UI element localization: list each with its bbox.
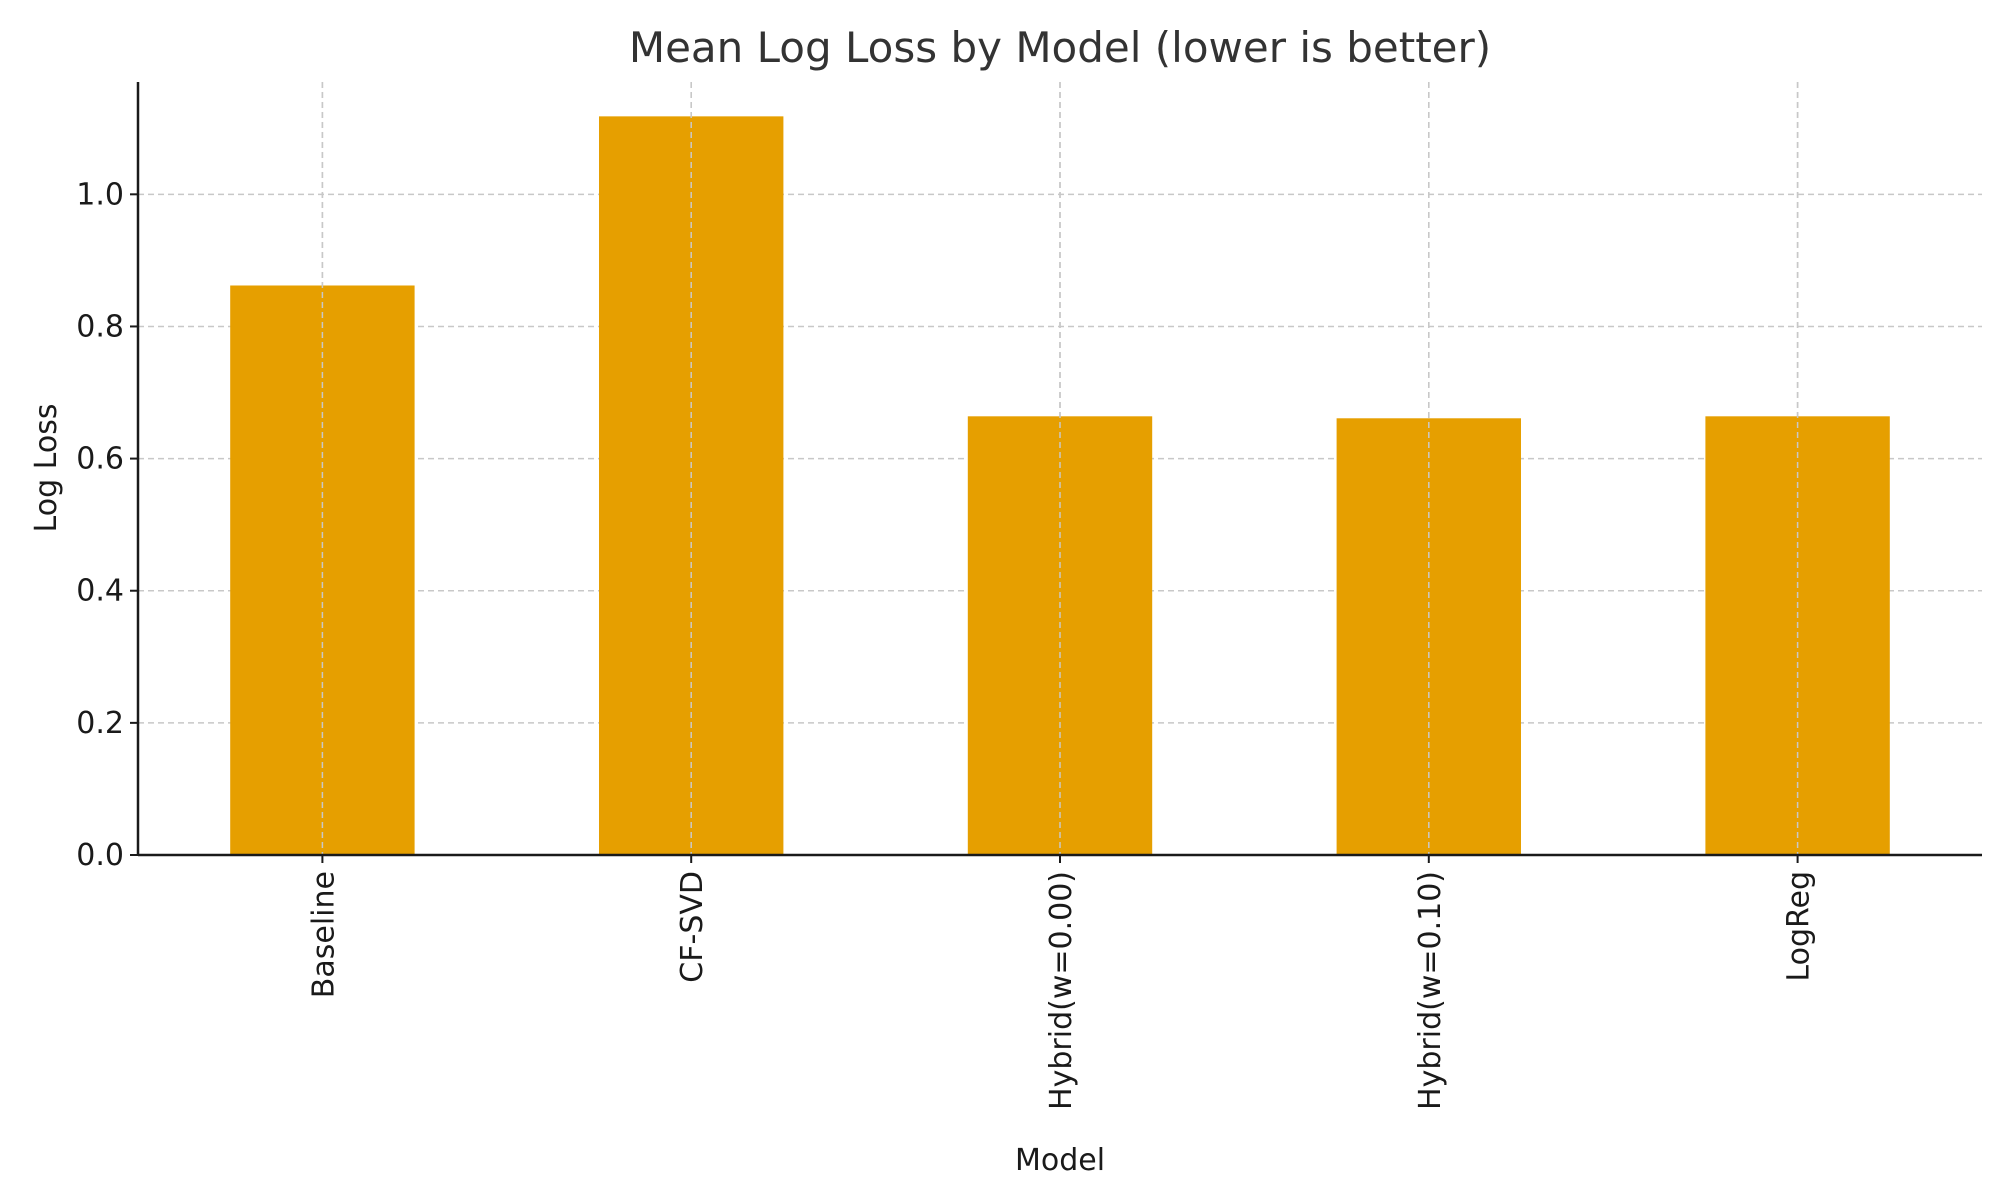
x-tick-label: Hybrid(w=0.10): [1413, 871, 1448, 1110]
y-tick-label: 0.6: [76, 442, 124, 477]
y-tick-label: 0.8: [76, 309, 124, 344]
bar-layer: [230, 82, 1890, 856]
axis-layer: 0.0 0.2 0.4 0.6 0.8 1.0 Baseline CF-SVD Hybrid(w…: [76, 82, 1982, 1110]
y-tick-label: 0.0: [76, 838, 124, 873]
y-tick-label: 0.4: [76, 574, 124, 609]
chart-title: Mean Log Loss by Model (lower is better): [629, 23, 1491, 72]
x-tick-label: Baseline: [306, 871, 341, 998]
bar-baseline: [230, 285, 415, 855]
x-tick-label: CF-SVD: [675, 871, 710, 983]
y-tick-label: 0.2: [76, 706, 124, 741]
x-tick-label: Hybrid(w=0.00): [1044, 871, 1079, 1110]
x-tick-label: LogReg: [1782, 871, 1817, 982]
y-tick-label: 1.0: [76, 177, 124, 212]
y-axis-label: Log Loss: [29, 404, 64, 533]
x-axis-label: Model: [1015, 1143, 1105, 1178]
